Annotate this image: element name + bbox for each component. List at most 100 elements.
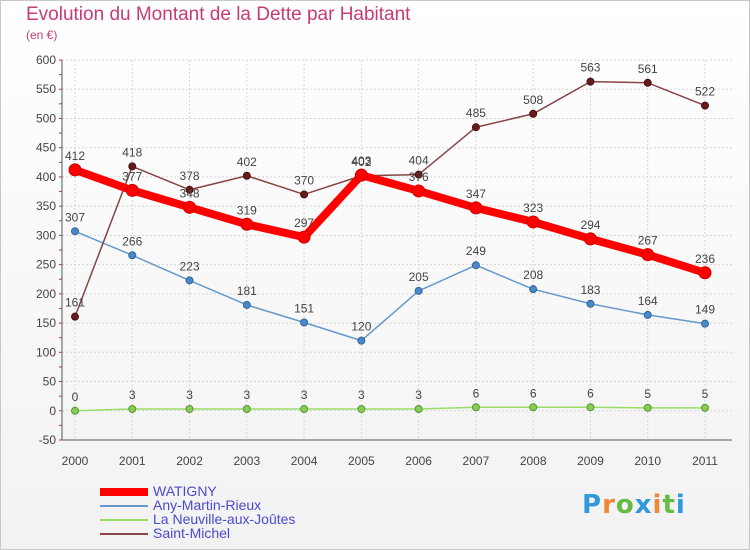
legend-label: WATIGNY xyxy=(153,483,217,499)
data-label: 376 xyxy=(409,170,429,184)
x-tick-label: 2007 xyxy=(463,454,490,468)
logo-letter: i xyxy=(675,490,686,520)
data-label: 205 xyxy=(409,270,429,284)
data-label: 5 xyxy=(702,387,709,401)
data-point xyxy=(586,403,595,412)
data-point xyxy=(471,123,480,132)
legend-item: WATIGNY xyxy=(100,484,295,498)
data-point xyxy=(583,232,597,246)
data-label: 183 xyxy=(580,283,600,297)
x-tick-label: 2009 xyxy=(577,454,604,468)
y-tick-label: 350 xyxy=(36,199,56,213)
label-layer: 412 377 348 319 297 403 376 347 323 294 267 236 307 2… xyxy=(65,61,715,404)
data-label: 0 xyxy=(72,390,79,404)
data-point xyxy=(297,230,311,244)
data-label: 120 xyxy=(351,320,371,334)
data-label: 5 xyxy=(644,387,651,401)
data-label: 164 xyxy=(638,294,658,308)
series-line-2 xyxy=(74,406,705,412)
data-label: 249 xyxy=(466,244,486,258)
legend-label: La Neuville-aux-Joûtes xyxy=(153,511,296,527)
data-point xyxy=(414,170,423,179)
y-tick-label: 600 xyxy=(36,53,56,67)
data-label: 563 xyxy=(580,61,600,75)
data-label: 3 xyxy=(301,388,308,402)
data-point xyxy=(128,405,137,414)
data-point xyxy=(414,405,423,414)
data-label: 522 xyxy=(695,85,715,99)
legend-label: Saint-Michel xyxy=(153,525,231,541)
data-point xyxy=(701,101,709,110)
data-point xyxy=(643,310,652,319)
data-point xyxy=(128,251,137,260)
y-tick-label: 200 xyxy=(36,287,56,301)
x-tick-label: 2002 xyxy=(176,454,203,468)
data-point xyxy=(300,318,309,327)
y-tick-label: 500 xyxy=(36,111,56,125)
data-label: 151 xyxy=(294,301,314,315)
data-point xyxy=(471,403,480,412)
legend-swatch xyxy=(100,505,148,508)
logo-letter: P xyxy=(582,490,603,520)
data-point xyxy=(242,405,251,414)
y-tick-label: 0 xyxy=(49,404,56,418)
series-line-3 xyxy=(74,80,706,317)
y-tick-label: 100 xyxy=(36,345,56,359)
data-point xyxy=(471,261,480,270)
data-label: 266 xyxy=(122,234,142,248)
x-tick-label: 2004 xyxy=(291,454,318,468)
data-label: 307 xyxy=(65,210,85,224)
data-label: 267 xyxy=(638,234,658,248)
data-point xyxy=(643,78,652,87)
x-tick-label: 2010 xyxy=(634,454,661,468)
data-label: 6 xyxy=(530,386,537,400)
data-label: 412 xyxy=(65,149,85,163)
data-point xyxy=(183,200,197,214)
data-point xyxy=(701,403,709,412)
data-label: 6 xyxy=(587,386,594,400)
data-label: 3 xyxy=(186,388,193,402)
x-tick-label: 2005 xyxy=(348,454,375,468)
chart-title: Evolution du Montant de la Dette par Hab… xyxy=(26,4,411,25)
x-tick-label: 2008 xyxy=(520,454,547,468)
legend-swatch xyxy=(100,519,148,522)
data-label: 208 xyxy=(523,268,543,282)
y-tick-label: 450 xyxy=(36,141,56,155)
axis-layer: -500501001502002503003504004505005506002… xyxy=(36,53,732,468)
data-point xyxy=(242,171,251,180)
x-tick-label: 2000 xyxy=(62,454,89,468)
logo-letter: o xyxy=(615,490,635,520)
y-tick-label: 50 xyxy=(43,375,57,389)
data-label: 294 xyxy=(580,218,600,232)
data-point xyxy=(185,405,194,414)
data-label: 402 xyxy=(237,155,257,169)
logo-letter: x xyxy=(634,490,653,520)
data-point xyxy=(300,405,309,414)
data-point xyxy=(526,215,540,229)
data-label: 485 xyxy=(466,106,486,120)
data-label: 181 xyxy=(237,284,257,298)
data-point xyxy=(128,162,137,171)
proxiti-logo: Proxiti xyxy=(582,490,686,520)
data-label: 319 xyxy=(237,203,257,217)
logo-letter: i xyxy=(652,490,663,520)
y-tick-label: -50 xyxy=(39,433,57,447)
data-point xyxy=(185,185,194,194)
y-tick-label: 150 xyxy=(36,316,56,330)
data-label: 377 xyxy=(122,169,142,183)
x-tick-label: 2006 xyxy=(405,454,432,468)
data-point xyxy=(125,183,139,197)
data-point xyxy=(586,77,595,86)
data-point xyxy=(412,184,426,198)
x-tick-label: 2003 xyxy=(233,454,260,468)
data-point xyxy=(529,109,538,118)
data-point xyxy=(71,406,79,415)
data-label: 149 xyxy=(695,303,715,317)
logo-letter: r xyxy=(602,490,616,520)
chart-subtitle: (en €) xyxy=(26,28,58,42)
data-point xyxy=(529,285,538,294)
data-point xyxy=(357,336,366,345)
data-label: 3 xyxy=(129,388,136,402)
data-point xyxy=(71,312,79,321)
